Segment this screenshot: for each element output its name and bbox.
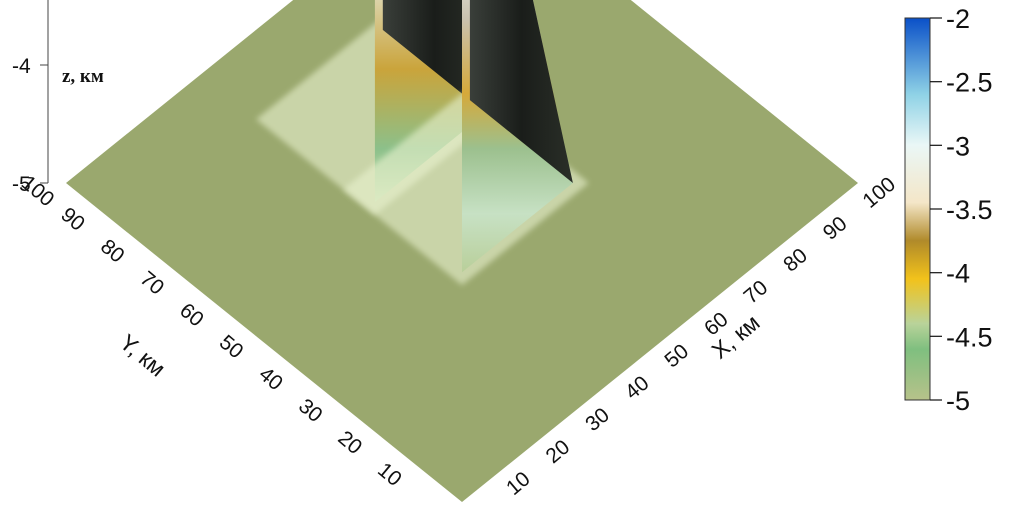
body-side-face	[382, 0, 486, 113]
x-tick-label: 10	[502, 467, 535, 500]
y-tick-label: 10	[373, 458, 406, 491]
colorbar-tick-label: -3	[946, 131, 970, 161]
z-tick-label: -5	[12, 173, 31, 196]
y-tick-label: 30	[294, 395, 327, 428]
x-tick-label: 80	[779, 244, 812, 277]
y-tick-label: 70	[136, 267, 169, 300]
x-tick-label: 20	[542, 435, 575, 468]
x-tick-label: 90	[819, 212, 852, 245]
z-axis-label: z, км	[62, 66, 104, 87]
x-tick-label: 40	[621, 372, 654, 405]
colorbar-bar	[904, 17, 931, 401]
y-tick-label: 80	[96, 235, 129, 268]
colorbar-tick-label: -3.5	[946, 195, 993, 225]
colorbar-tick-label: -2.5	[946, 68, 993, 98]
y-axis-label: Y, км	[115, 329, 171, 382]
colorbar-tick-label: -4.5	[946, 322, 993, 352]
x-tick-label: 30	[581, 403, 614, 436]
colorbar-tick-label: -5	[946, 386, 970, 416]
y-tick-label: 50	[215, 331, 248, 364]
x-tick-label: 100	[858, 173, 900, 213]
surface-body-2	[343, 0, 589, 286]
y-tick-label: 90	[56, 203, 89, 236]
y-tick-label: 20	[334, 426, 367, 459]
body-side-face	[469, 0, 573, 183]
z-tick-label: -4	[12, 55, 31, 78]
colorbar-tick-label: -4	[946, 259, 970, 289]
y-tick-label: 40	[254, 363, 287, 396]
y-tick-label: 60	[175, 299, 208, 332]
colorbar-tick-label: -2	[946, 4, 970, 34]
x-tick-label: 70	[740, 276, 773, 309]
colorbar: -2 -2.5 -3 -3.5 -4 -4.5 -5	[904, 4, 993, 416]
x-tick-label: 50	[660, 340, 693, 373]
